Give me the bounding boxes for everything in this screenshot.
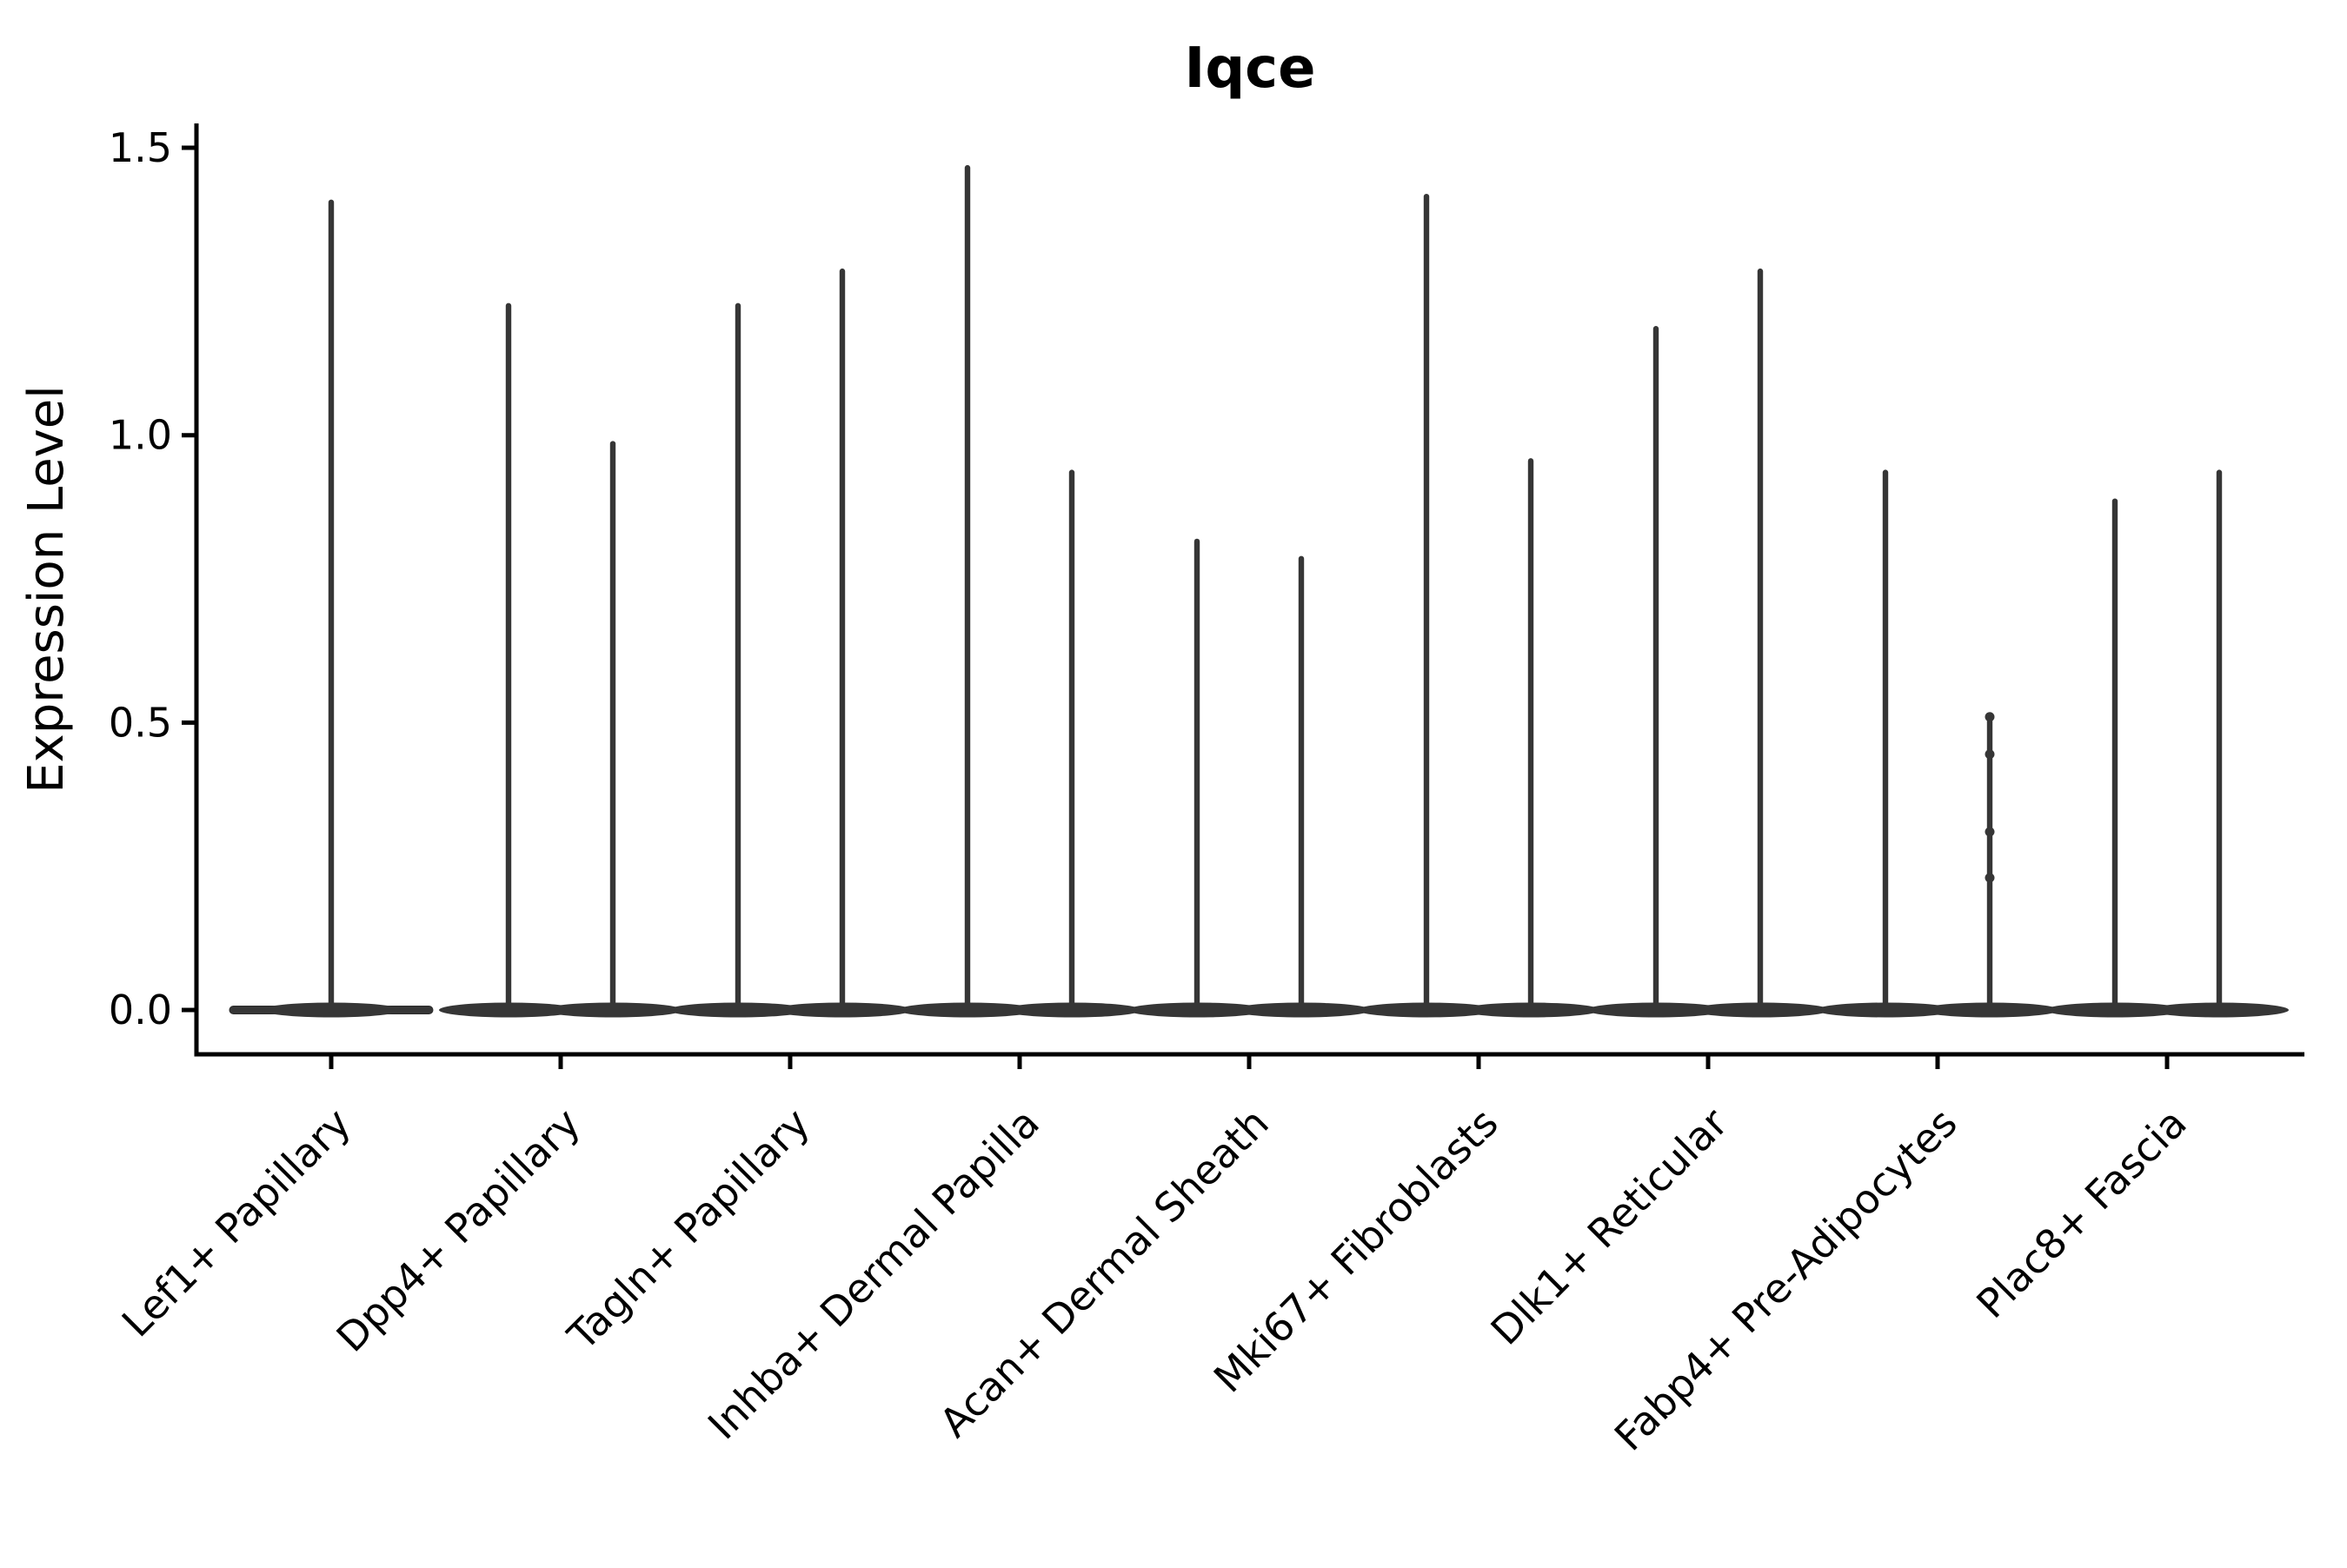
x-tick-label: Lef1+ Papillary	[113, 1100, 360, 1346]
y-tick-label: 0.5	[109, 699, 172, 746]
violin-spike	[1193, 538, 1200, 1013]
violin-spike	[1757, 268, 1764, 1014]
violin-spike	[328, 199, 335, 1013]
violin-group	[229, 199, 434, 1018]
violin-spike	[964, 164, 971, 1013]
y-tick-label: 1.0	[109, 412, 172, 459]
x-tick-label: Dpp4+ Papillary	[328, 1100, 589, 1361]
violin-group	[1586, 268, 1830, 1018]
violin-spike	[505, 302, 512, 1013]
violin-spike	[735, 302, 741, 1013]
violin-spike	[2216, 469, 2223, 1013]
violin-spike	[1882, 469, 1889, 1013]
jitter-point	[1985, 712, 1995, 722]
x-tick-label: Dlk1+ Reticular	[1482, 1100, 1737, 1354]
violin-group	[439, 302, 682, 1018]
violin-spike	[1423, 193, 1430, 1014]
jitter-point	[1985, 749, 1995, 760]
y-tick-label: 0.0	[109, 987, 172, 1033]
jitter-point	[1985, 873, 1995, 883]
violin-spike	[2111, 498, 2118, 1013]
chart-title: Iqce	[1185, 37, 1316, 101]
violin-spike	[1986, 716, 1993, 1013]
x-tick-label: Tagln+ Papillary	[558, 1100, 819, 1360]
y-tick-label: 1.5	[109, 124, 172, 171]
x-tick-label: Plac8+ Fascia	[1967, 1100, 2195, 1327]
violin-group	[668, 268, 912, 1018]
y-axis-label: Expression Level	[18, 385, 75, 794]
axis-spines	[194, 123, 2304, 1057]
violin-group	[1127, 538, 1371, 1018]
violin-group	[1357, 193, 1600, 1018]
violin-spike	[1068, 469, 1075, 1013]
violin-spike	[839, 268, 846, 1014]
y-axis: 0.0 0.5 1.0 1.5	[109, 124, 196, 1033]
violin-group	[1816, 469, 2059, 1018]
violin-spike	[609, 441, 616, 1013]
jitter-point	[1985, 827, 1995, 837]
violin-spike	[1527, 458, 1534, 1013]
violin-group	[898, 164, 1141, 1018]
violin-group	[2045, 469, 2289, 1018]
violin-spike	[1652, 326, 1659, 1014]
violin-spike	[1298, 555, 1305, 1013]
violins	[229, 164, 2289, 1018]
